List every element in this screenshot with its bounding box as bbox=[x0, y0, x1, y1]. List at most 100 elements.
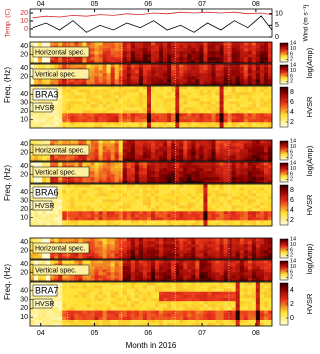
heatmap-cell bbox=[207, 190, 211, 193]
heatmap-cell bbox=[111, 288, 115, 291]
heatmap-cell bbox=[123, 196, 127, 199]
heatmap-cell bbox=[119, 67, 123, 70]
heatmap-cell bbox=[244, 45, 248, 48]
heatmap-cell bbox=[86, 104, 90, 107]
heatmap-cell bbox=[95, 45, 99, 48]
heatmap-cell bbox=[123, 211, 127, 214]
heatmap-cell bbox=[260, 104, 264, 107]
heatmap-cell bbox=[248, 184, 252, 187]
heatmap-cell bbox=[195, 238, 199, 241]
heatmap-cell bbox=[256, 45, 260, 48]
heatmap-cell bbox=[244, 92, 248, 95]
heatmap-cell bbox=[54, 162, 58, 165]
heatmap-cell bbox=[216, 54, 220, 57]
heatmap-cell bbox=[232, 152, 236, 155]
heatmap-cell bbox=[183, 92, 187, 95]
heatmap-cell bbox=[171, 79, 175, 82]
heatmap-cell bbox=[107, 244, 111, 247]
heatmap-cell bbox=[127, 291, 131, 294]
y-tick-label: 10 bbox=[20, 116, 28, 123]
heatmap-cell bbox=[191, 51, 195, 54]
heatmap-cell bbox=[187, 101, 191, 104]
heatmap-cell bbox=[70, 107, 74, 110]
heatmap-cell bbox=[183, 298, 187, 301]
heatmap-cell bbox=[107, 282, 111, 285]
heatmap-cell bbox=[123, 307, 127, 310]
heatmap-cell bbox=[135, 45, 139, 48]
heatmap-cell bbox=[159, 168, 163, 171]
heatmap-cell bbox=[139, 113, 143, 116]
heatmap-cell bbox=[111, 119, 115, 122]
heatmap-cell bbox=[91, 76, 95, 79]
heatmap-cell bbox=[119, 73, 123, 76]
heatmap-cell bbox=[119, 288, 123, 291]
heatmap-cell bbox=[123, 64, 127, 67]
heatmap-cell bbox=[107, 45, 111, 48]
heatmap-cell bbox=[82, 220, 86, 223]
heatmap-cell bbox=[74, 57, 78, 60]
heatmap-cell bbox=[252, 196, 256, 199]
heatmap-cell bbox=[74, 162, 78, 165]
heatmap-cell bbox=[99, 263, 103, 266]
heatmap-cell bbox=[183, 162, 187, 165]
heatmap-cell bbox=[167, 307, 171, 310]
heatmap-cell bbox=[50, 238, 54, 241]
heatmap-cell bbox=[264, 104, 268, 107]
heatmap-cell bbox=[179, 168, 183, 171]
heatmap-cell bbox=[191, 313, 195, 316]
heatmap-cell bbox=[139, 48, 143, 51]
heatmap-cell bbox=[195, 196, 199, 199]
heatmap-cell bbox=[256, 211, 260, 214]
heatmap-cell bbox=[58, 304, 62, 307]
colorbar-tick-label: 6 bbox=[290, 171, 293, 177]
heatmap-cell bbox=[203, 272, 207, 275]
heatmap-cell bbox=[58, 301, 62, 304]
heatmap-cell bbox=[236, 247, 240, 250]
heatmap-cell bbox=[99, 143, 103, 146]
heatmap-cell bbox=[203, 260, 207, 263]
heatmap-cell bbox=[91, 86, 95, 89]
heatmap-cell bbox=[207, 171, 211, 174]
heatmap-cell bbox=[151, 155, 155, 158]
heatmap-cell bbox=[159, 304, 163, 307]
heatmap-cell bbox=[212, 122, 216, 125]
heatmap-cell bbox=[66, 140, 70, 143]
heatmap-cell bbox=[179, 214, 183, 217]
heatmap-cell bbox=[256, 269, 260, 272]
heatmap-cell bbox=[220, 217, 224, 220]
heatmap-cell bbox=[199, 104, 203, 107]
heatmap-cell bbox=[42, 238, 46, 241]
heatmap-cell bbox=[155, 250, 159, 253]
heatmap-cell bbox=[91, 266, 95, 269]
heatmap-cell bbox=[135, 238, 139, 241]
heatmap-cell bbox=[183, 86, 187, 89]
heatmap-cell bbox=[167, 45, 171, 48]
heatmap-cell bbox=[179, 307, 183, 310]
heatmap-cell bbox=[232, 217, 236, 220]
heatmap-cell bbox=[224, 244, 228, 247]
heatmap-cell bbox=[228, 146, 232, 149]
heatmap-cell bbox=[264, 57, 268, 60]
heatmap-cell bbox=[248, 86, 252, 89]
heatmap-cell bbox=[74, 155, 78, 158]
heatmap-cell bbox=[199, 211, 203, 214]
heatmap-cell bbox=[256, 89, 260, 92]
heatmap-cell bbox=[256, 174, 260, 177]
heatmap-cell bbox=[171, 288, 175, 291]
heatmap-cell bbox=[167, 266, 171, 269]
heatmap-cell bbox=[135, 250, 139, 253]
heatmap-cell bbox=[207, 193, 211, 196]
heatmap-cell bbox=[167, 42, 171, 45]
heatmap-cell bbox=[183, 73, 187, 76]
heatmap-cell bbox=[123, 42, 127, 45]
heatmap-cell bbox=[203, 122, 207, 125]
heatmap-cell bbox=[107, 76, 111, 79]
heatmap-cell bbox=[228, 152, 232, 155]
heatmap-cell bbox=[123, 190, 127, 193]
heatmap-cell bbox=[78, 98, 82, 101]
heatmap-cell bbox=[179, 205, 183, 208]
heatmap-cell bbox=[179, 272, 183, 275]
heatmap-cell bbox=[143, 95, 147, 98]
heatmap-cell bbox=[252, 143, 256, 146]
heatmap-cell bbox=[252, 122, 256, 125]
